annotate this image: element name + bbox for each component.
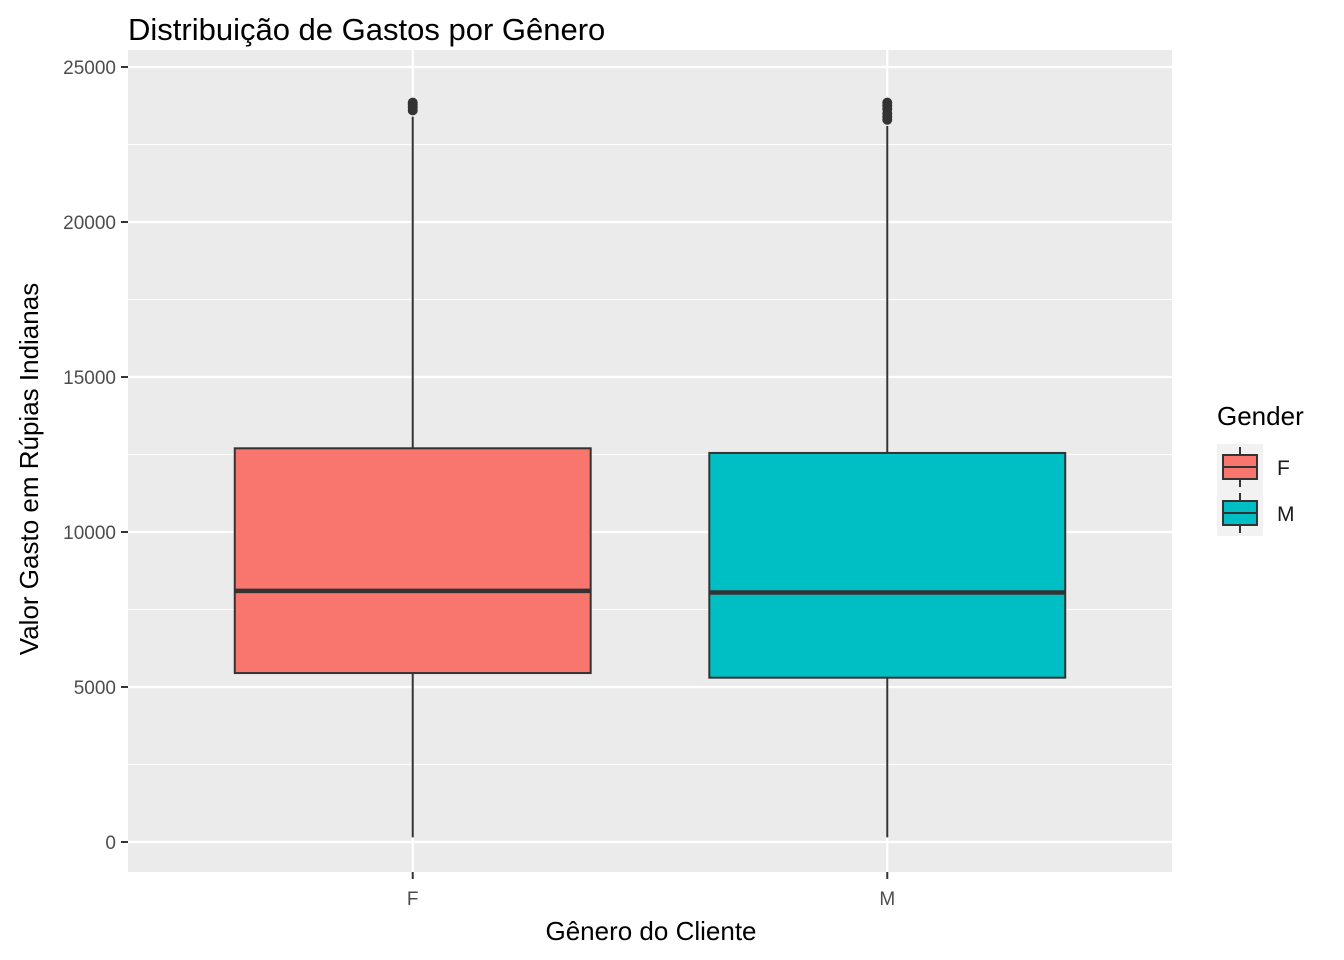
y-tick-label: 10000 — [63, 523, 116, 544]
legend-key-M: M — [1217, 490, 1295, 536]
x-tick-label: F — [407, 889, 419, 910]
y-axis-title: Valor Gasto em Rúpias Indianas — [14, 283, 44, 655]
legend-label: F — [1277, 457, 1290, 480]
boxes — [233, 97, 1067, 838]
outlier-point — [882, 97, 893, 108]
box-F — [233, 97, 592, 838]
legend-label: M — [1277, 503, 1295, 526]
legend-key-F: F — [1217, 444, 1290, 490]
y-tick-label: 20000 — [63, 213, 116, 234]
legend: Gender FM — [1217, 401, 1304, 536]
x-axis-title: Gênero do Cliente — [545, 916, 756, 946]
y-tick-label: 5000 — [74, 678, 116, 699]
y-tick-label: 0 — [105, 833, 116, 854]
outlier-point — [407, 97, 418, 108]
legend-title: Gender — [1217, 401, 1304, 431]
y-tick-label: 25000 — [63, 58, 116, 79]
y-axis: 0 5000 10000 15000 20000 25000 — [63, 58, 128, 854]
y-tick-label: 15000 — [63, 368, 116, 389]
x-tick-label: M — [879, 889, 895, 910]
box-iqr — [233, 447, 592, 675]
box-M — [708, 97, 1067, 838]
chart-title: Distribuição de Gastos por Gênero — [128, 12, 605, 47]
box-iqr — [708, 451, 1067, 679]
